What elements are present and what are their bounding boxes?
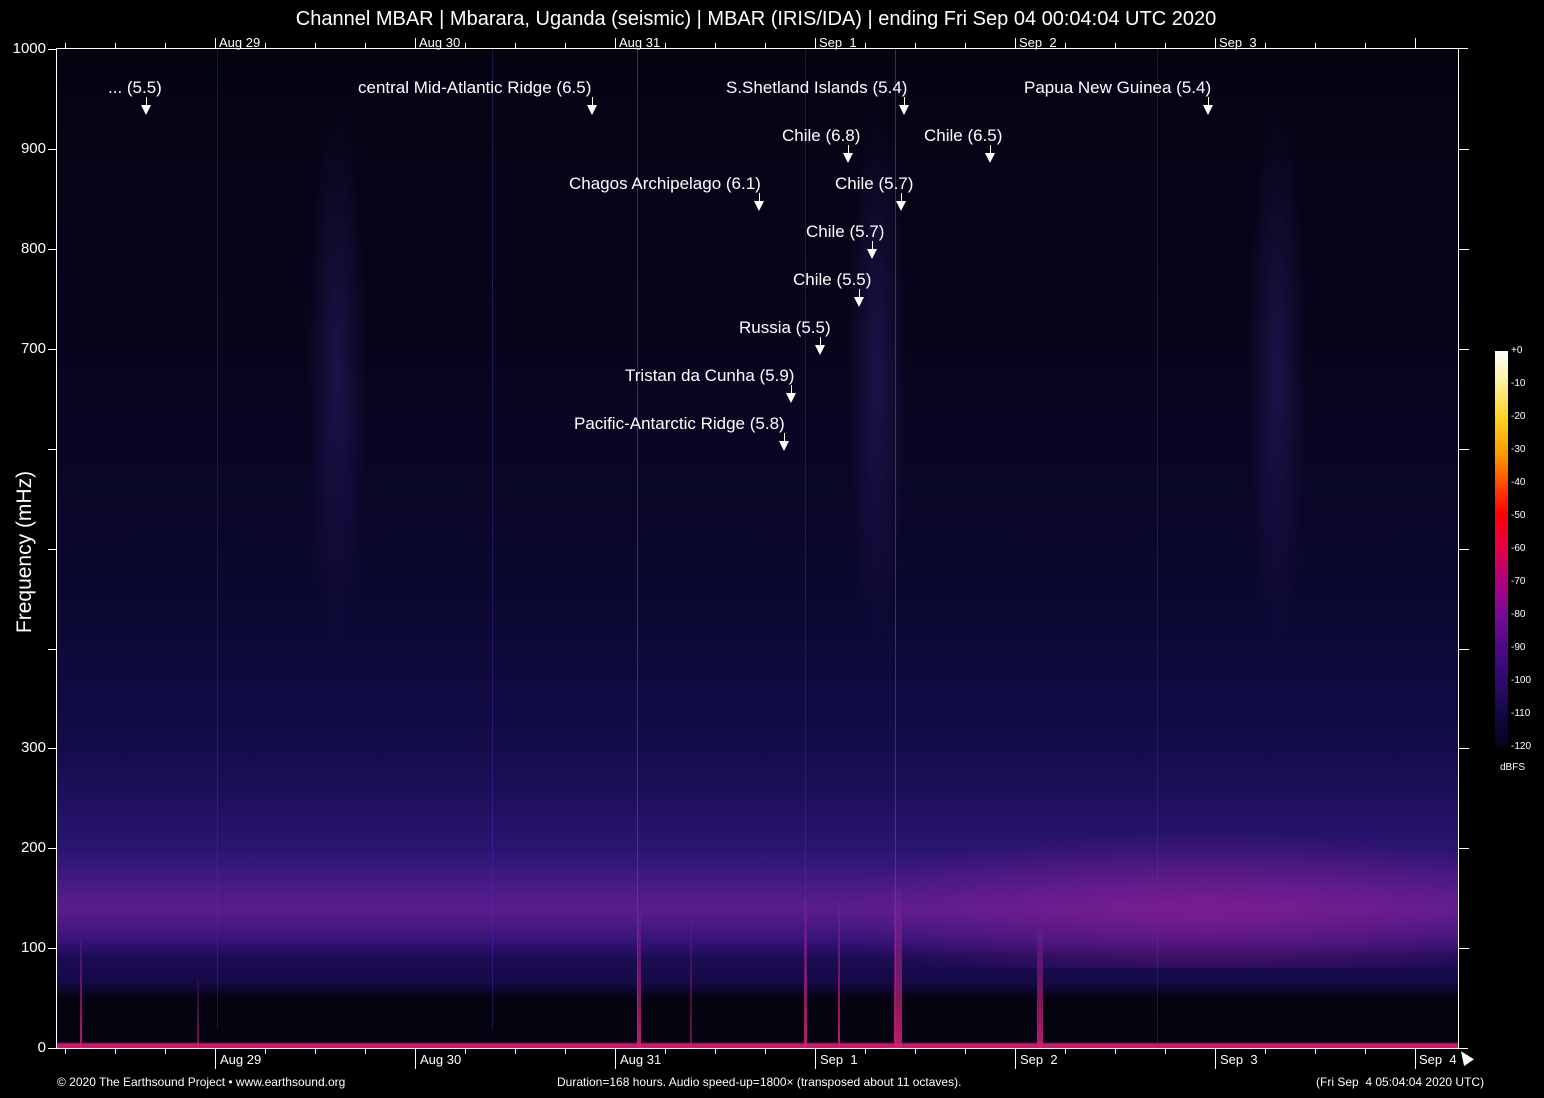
colorbar-tick: -100	[1511, 675, 1532, 686]
duration-text: Duration=168 hours. Audio speed-up=1800×…	[557, 1075, 962, 1089]
top-axis-line	[56, 48, 1468, 49]
colorbar-unit: dBFS	[1500, 762, 1526, 773]
copyright-text: © 2020 The Earthsound Project • www.eart…	[57, 1075, 346, 1089]
bottom-x-label: Sep 3	[1220, 1052, 1258, 1067]
arrow-down-icon	[815, 345, 825, 355]
y-tick-label: 100	[20, 939, 46, 956]
event-label: ... (5.5)	[108, 78, 162, 97]
microseism-band	[827, 828, 1458, 969]
top-x-label: Sep 1	[819, 35, 857, 50]
arrow-down-icon	[587, 105, 597, 115]
event-label: central Mid-Atlantic Ridge (6.5)	[358, 78, 592, 97]
event-streak	[690, 919, 692, 1048]
arrow-down-icon	[779, 441, 789, 451]
event-streak	[804, 899, 807, 1048]
y-tick-label: 800	[20, 240, 46, 257]
bottom-x-label: Aug 30	[420, 1052, 462, 1067]
event-line	[637, 49, 638, 1048]
arrow-down-icon	[985, 153, 995, 163]
top-x-label: Aug 31	[619, 35, 661, 50]
arrow-down-icon	[854, 297, 864, 307]
colorbar-tick: +0	[1511, 345, 1523, 356]
top-x-label: Sep 3	[1219, 35, 1257, 50]
spectrogram-plot	[57, 49, 1458, 1048]
bottom-x-label: Aug 31	[620, 1052, 662, 1067]
bottom-x-label: Aug 29	[220, 1052, 262, 1067]
colorbar-tick: -70	[1511, 576, 1526, 587]
arrow-down-icon	[141, 105, 151, 115]
event-line	[1157, 49, 1158, 1048]
noise-haze	[847, 89, 907, 649]
y-tick-label: 200	[20, 839, 46, 856]
colorbar-tick: -10	[1511, 378, 1526, 389]
event-line	[217, 49, 218, 1029]
event-streak	[894, 889, 902, 1048]
event-label: Russia (5.5)	[739, 318, 831, 337]
colorbar-tick: -60	[1511, 543, 1526, 554]
event-streak	[80, 939, 82, 1048]
arrow-down-icon	[754, 201, 764, 211]
event-line	[895, 49, 896, 1048]
y-tick-label: 300	[20, 739, 46, 756]
y-axis-title: Frequency (mHz)	[13, 470, 36, 634]
arrow-down-icon	[896, 201, 906, 211]
y-tick-label: 900	[20, 140, 46, 157]
y-tick-label: 700	[20, 340, 46, 357]
top-x-label: Aug 30	[419, 35, 461, 50]
bottom-x-label: Sep 1	[820, 1052, 858, 1067]
colorbar-tick: -120	[1511, 741, 1532, 752]
colorbar-tick: -20	[1511, 411, 1526, 422]
event-streak	[838, 899, 840, 1048]
event-streak	[1037, 929, 1043, 1048]
event-streak	[197, 979, 199, 1048]
colorbar-tick: -40	[1511, 477, 1526, 488]
noise-haze	[307, 89, 367, 649]
colorbar-tick: -110	[1511, 708, 1531, 719]
mouse-cursor-icon	[1456, 1047, 1474, 1067]
event-label: Pacific-Antarctic Ridge (5.8)	[574, 414, 785, 433]
timestamp-text: (Fri Sep 4 05:04:04 2020 UTC)	[1316, 1075, 1485, 1089]
colorbar-tick: -30	[1511, 444, 1526, 455]
event-line	[492, 49, 493, 1029]
noise-haze	[1247, 89, 1307, 649]
arrow-down-icon	[843, 153, 853, 163]
event-label: Chile (5.7)	[835, 174, 914, 193]
colorbar	[1495, 351, 1508, 748]
event-label: Chagos Archipelago (6.1)	[569, 174, 761, 193]
arrow-down-icon	[899, 105, 909, 115]
chart-title: Channel MBAR | Mbarara, Uganda (seismic)…	[295, 8, 1217, 30]
event-label: Chile (5.7)	[806, 222, 885, 241]
event-label: S.Shetland Islands (5.4)	[726, 78, 908, 97]
event-label: Chile (5.5)	[793, 270, 872, 289]
y-tick-label: 0	[37, 1039, 46, 1056]
event-label: Papua New Guinea (5.4)	[1024, 78, 1212, 97]
bottom-x-label: Sep 4	[1419, 1052, 1457, 1067]
event-streak	[637, 909, 641, 1048]
event-line	[805, 49, 806, 1048]
arrow-down-icon	[867, 249, 877, 259]
top-x-label: Sep 2	[1019, 35, 1057, 50]
bottom-x-label: Sep 2	[1020, 1052, 1058, 1067]
colorbar-tick: -80	[1511, 609, 1526, 620]
arrow-down-icon	[786, 393, 796, 403]
colorbar-tick: -50	[1511, 510, 1526, 521]
event-label: Chile (6.8)	[782, 126, 861, 145]
colorbar-tick: -90	[1511, 642, 1526, 653]
left-axis-line	[56, 48, 57, 1049]
bottom-axis-line	[56, 1048, 1468, 1049]
event-label: Tristan da Cunha (5.9)	[625, 366, 795, 385]
y-tick-label: 1000	[12, 40, 46, 57]
arrow-down-icon	[1203, 105, 1213, 115]
top-x-label: Aug 29	[219, 35, 261, 50]
event-label: Chile (6.5)	[924, 126, 1003, 145]
right-axis-line	[1458, 48, 1459, 1049]
